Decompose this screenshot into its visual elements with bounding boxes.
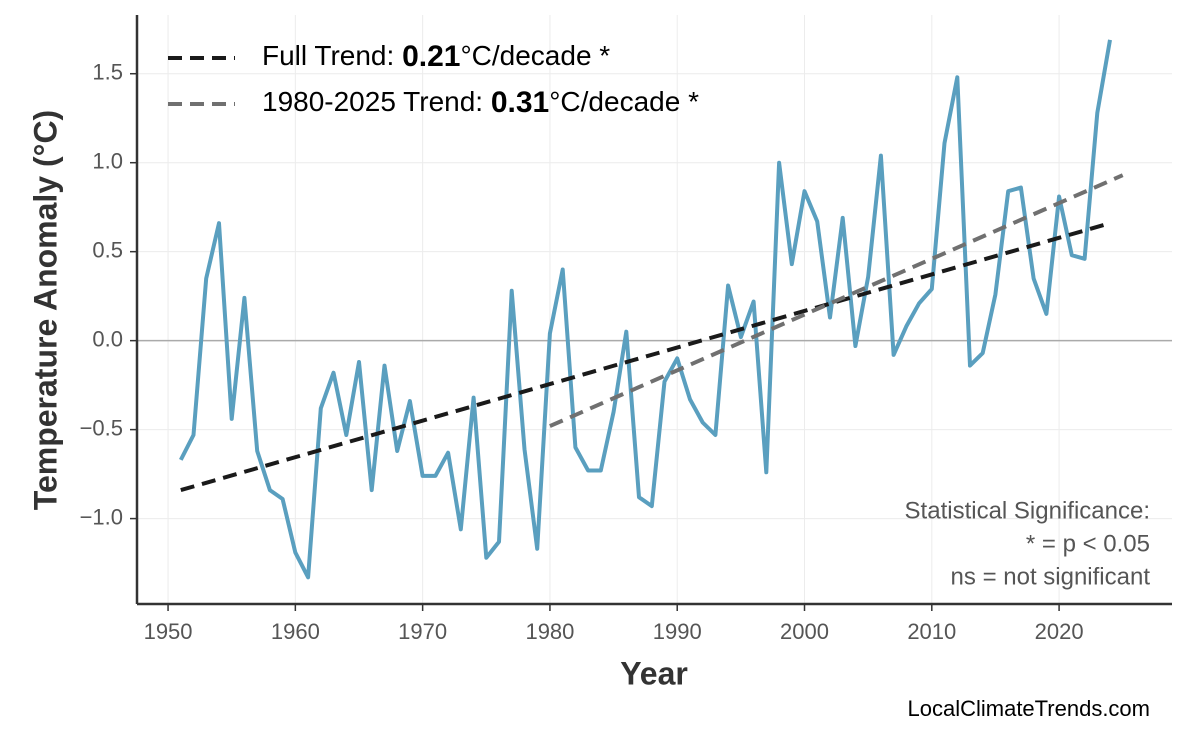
x-tick-label: 1980 <box>525 619 574 644</box>
y-tick-label: −1.0 <box>80 504 123 529</box>
annotation: * = p < 0.05 <box>1026 530 1150 557</box>
legend-rate: 0.31 <box>491 86 549 119</box>
y-tick-label: 0.5 <box>92 237 123 262</box>
x-tick-label: 1950 <box>144 619 193 644</box>
y-axis-label: Temperature Anomaly (°C) <box>27 110 63 510</box>
y-tick-label: 1.5 <box>92 60 123 85</box>
y-tick-label: −0.5 <box>80 415 123 440</box>
x-tick-label: 1990 <box>653 619 702 644</box>
legend-suffix: °C/decade * <box>460 40 610 71</box>
x-tick-label: 1960 <box>271 619 320 644</box>
x-axis-label: Year <box>620 655 688 691</box>
trend-line <box>549 173 1124 428</box>
legend-label: Full Trend: 0.21°C/decade * <box>262 40 610 73</box>
source: LocalClimateTrends.com <box>908 696 1151 721</box>
x-tick-label: 2020 <box>1035 619 1084 644</box>
data-line <box>179 39 1112 580</box>
x-tick-label: 1970 <box>398 619 447 644</box>
x-tick-label: 2000 <box>780 619 829 644</box>
y-tick-label: 1.0 <box>92 149 123 174</box>
legend-prefix: Full Trend: <box>262 40 402 71</box>
annotation: Statistical Significance: <box>905 497 1150 524</box>
y-tick-label: 0.0 <box>92 326 123 351</box>
legend-label: 1980-2025 Trend: 0.31°C/decade * <box>262 86 699 119</box>
legend-rate: 0.21 <box>402 40 460 73</box>
legend-prefix: 1980-2025 Trend: <box>262 86 491 117</box>
annotation: ns = not significant <box>951 563 1151 590</box>
x-tick-label: 2010 <box>907 619 956 644</box>
trend-line <box>180 221 1111 493</box>
legend-suffix: °C/decade * <box>549 86 699 117</box>
